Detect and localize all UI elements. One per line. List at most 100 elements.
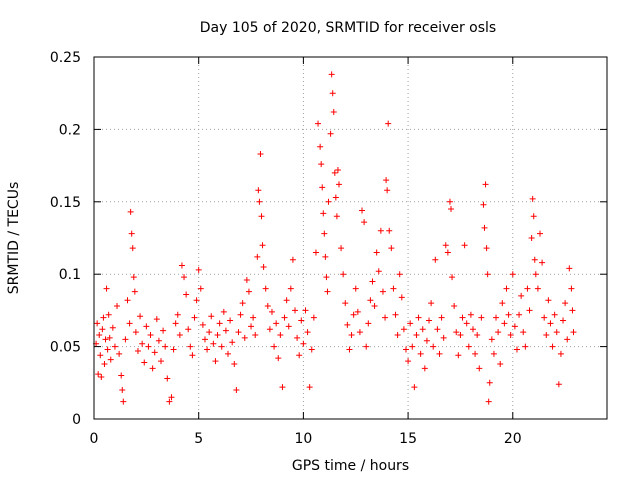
data-point bbox=[359, 207, 366, 214]
data-point bbox=[212, 358, 219, 365]
data-point bbox=[333, 213, 340, 220]
y-tick-label: 0.2 bbox=[59, 122, 81, 138]
y-tick-label: 0.05 bbox=[50, 340, 81, 356]
data-point bbox=[320, 210, 327, 217]
data-point bbox=[497, 360, 504, 367]
data-point bbox=[102, 336, 109, 343]
data-point bbox=[185, 326, 192, 333]
data-point bbox=[264, 303, 271, 310]
data-point bbox=[570, 329, 577, 336]
data-point bbox=[241, 334, 248, 341]
data-point bbox=[405, 358, 412, 365]
data-point bbox=[191, 314, 198, 321]
data-point bbox=[189, 352, 196, 359]
data-point bbox=[346, 346, 353, 353]
data-point bbox=[555, 381, 562, 388]
data-point bbox=[539, 259, 546, 266]
data-point bbox=[428, 300, 435, 307]
data-point bbox=[363, 343, 370, 350]
data-point bbox=[243, 276, 250, 283]
data-point bbox=[139, 340, 146, 347]
data-point bbox=[432, 256, 439, 263]
data-point bbox=[493, 314, 500, 321]
data-point bbox=[130, 274, 137, 281]
data-point bbox=[520, 329, 527, 336]
data-point bbox=[206, 329, 213, 336]
data-point bbox=[195, 266, 202, 273]
data-point bbox=[385, 120, 392, 127]
data-point bbox=[440, 334, 447, 341]
data-point bbox=[551, 311, 558, 318]
data-point bbox=[308, 346, 315, 353]
data-point bbox=[199, 321, 206, 328]
data-point bbox=[319, 184, 326, 191]
data-point bbox=[476, 365, 483, 372]
data-point bbox=[511, 323, 518, 330]
data-point bbox=[201, 336, 208, 343]
data-point bbox=[178, 262, 185, 269]
data-point bbox=[283, 297, 290, 304]
data-point bbox=[568, 285, 575, 292]
data-point bbox=[300, 340, 307, 347]
data-point bbox=[257, 151, 264, 158]
data-point bbox=[235, 329, 242, 336]
data-point bbox=[444, 249, 451, 256]
data-point bbox=[402, 346, 409, 353]
data-point bbox=[216, 320, 223, 327]
data-point bbox=[127, 208, 134, 215]
data-point bbox=[522, 343, 529, 350]
data-point bbox=[436, 350, 443, 357]
data-point bbox=[451, 303, 458, 310]
data-point bbox=[344, 321, 351, 328]
y-tick-label: 0.25 bbox=[50, 50, 81, 66]
data-point bbox=[181, 274, 188, 281]
data-point bbox=[131, 288, 138, 295]
data-points bbox=[93, 71, 577, 405]
data-point bbox=[361, 219, 368, 226]
data-point bbox=[149, 365, 156, 372]
data-point bbox=[162, 343, 169, 350]
data-point bbox=[388, 245, 395, 252]
data-point bbox=[569, 307, 576, 314]
data-point bbox=[553, 329, 560, 336]
data-point bbox=[484, 271, 491, 278]
data-point bbox=[340, 271, 347, 278]
data-point bbox=[459, 314, 466, 321]
data-point bbox=[377, 227, 384, 234]
data-point bbox=[104, 346, 111, 353]
data-point bbox=[317, 143, 324, 150]
data-point bbox=[166, 398, 173, 405]
data-point bbox=[481, 224, 488, 231]
data-point bbox=[501, 320, 508, 327]
data-point bbox=[541, 314, 548, 321]
data-point bbox=[106, 334, 113, 341]
data-point bbox=[449, 274, 456, 281]
data-point bbox=[536, 230, 543, 237]
data-point bbox=[383, 177, 390, 184]
chart-title: Day 105 of 2020, SRMTID for receiver osl… bbox=[200, 20, 496, 36]
data-point bbox=[245, 288, 252, 295]
data-point bbox=[266, 326, 273, 333]
data-point bbox=[516, 311, 523, 318]
data-point bbox=[446, 198, 453, 205]
data-point bbox=[122, 336, 129, 343]
data-point bbox=[312, 249, 319, 256]
data-point bbox=[331, 169, 338, 176]
data-point bbox=[472, 350, 479, 357]
data-point bbox=[222, 327, 229, 334]
data-point bbox=[260, 263, 267, 270]
x-tick-label: 15 bbox=[399, 431, 417, 447]
data-point bbox=[262, 285, 269, 292]
data-point bbox=[259, 242, 266, 249]
data-point bbox=[302, 307, 309, 314]
data-point bbox=[321, 230, 328, 237]
y-tick-label: 0.1 bbox=[59, 267, 81, 283]
data-point bbox=[547, 320, 554, 327]
data-point bbox=[229, 339, 236, 346]
data-point bbox=[281, 314, 288, 321]
data-point bbox=[530, 213, 537, 220]
data-point bbox=[390, 285, 397, 292]
data-point bbox=[421, 365, 428, 372]
data-point bbox=[193, 297, 200, 304]
data-point bbox=[386, 227, 393, 234]
